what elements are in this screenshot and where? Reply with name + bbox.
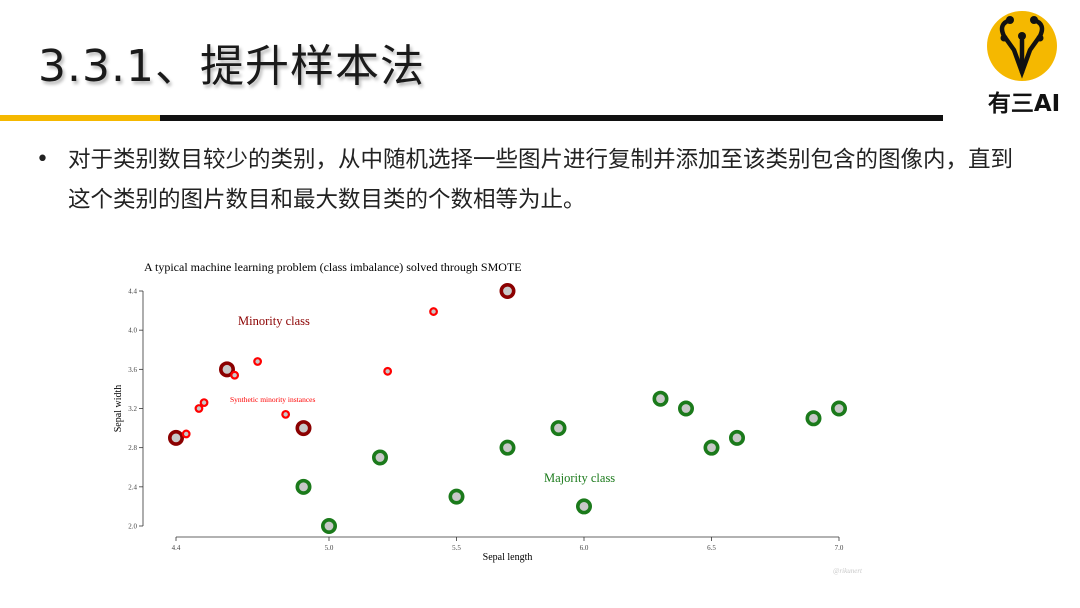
minority-point: [499, 282, 516, 299]
majority-point: [652, 390, 669, 407]
majority-point: [830, 400, 847, 417]
y-axis-label: Sepal width: [113, 385, 124, 433]
x-tick-label: 6.5: [707, 544, 716, 552]
y-tick-label: 2.4: [128, 483, 137, 491]
x-ticks: 4.4 5.0 5.5 6.0 6.5 7.0: [172, 537, 844, 552]
watermark: @rikunert: [833, 567, 863, 575]
minority-point: [295, 420, 312, 437]
synthetic-point: [253, 357, 263, 366]
majority-point: [677, 400, 694, 417]
majority-point: [499, 439, 516, 456]
minority-point: [219, 361, 236, 378]
y-tick-label: 3.2: [128, 405, 137, 413]
y-tick-label: 4.4: [128, 288, 137, 296]
majority-point: [321, 517, 338, 534]
title-rule-accent: [0, 115, 160, 121]
x-tick-label: 5.0: [325, 544, 334, 552]
synthetic-point: [281, 409, 291, 419]
title-rule: [160, 115, 943, 121]
scatter-chart: A typical machine learning problem (clas…: [100, 250, 890, 580]
annotation-minority-class: Minority class: [238, 314, 310, 328]
slide-title: 3.3.1、提升样本法: [38, 41, 425, 92]
majority-point: [550, 420, 567, 437]
synthetic-point: [429, 307, 438, 316]
x-tick-label: 4.4: [172, 544, 181, 552]
bullet-dot: •: [36, 147, 49, 172]
synthetic-point: [194, 404, 204, 413]
bullet-text: 对于类别数目较少的类别，从中随机选择一些图片进行复制并添加至该类别包含的图像内，…: [68, 147, 1014, 213]
x-tick-label: 6.0: [580, 544, 589, 552]
data-points: [168, 282, 847, 534]
y-ticks: 2.0 2.4 2.8 3.2 3.6 4.0 4.4: [128, 288, 143, 531]
majority-point: [728, 429, 745, 446]
y-tick-label: 3.6: [128, 366, 137, 374]
majority-point: [371, 449, 388, 466]
x-axis-label: Sepal length: [483, 552, 533, 563]
logo: 有三AI: [974, 6, 1074, 117]
annotation-synthetic-instances: Synthetic minority instances: [230, 395, 315, 404]
x-tick-label: 5.5: [452, 544, 461, 552]
synthetic-point: [181, 429, 191, 439]
annotation-majority-class: Majority class: [544, 471, 615, 485]
chart-svg: A typical machine learning problem (clas…: [113, 260, 863, 575]
majority-point: [575, 498, 592, 515]
synthetic-point: [230, 370, 240, 380]
x-tick-label: 7.0: [835, 544, 844, 552]
logo-icon: [987, 11, 1057, 81]
chart-title: A typical machine learning problem (clas…: [144, 260, 522, 274]
y-tick-label: 4.0: [128, 327, 137, 335]
synthetic-point: [383, 366, 393, 376]
y-tick-label: 2.0: [128, 523, 137, 531]
synthetic-point: [199, 398, 209, 408]
minority-point: [168, 429, 185, 446]
y-tick-label: 2.8: [128, 444, 137, 452]
logo-text: 有三AI: [987, 91, 1061, 117]
majority-point: [703, 439, 720, 456]
majority-point: [448, 488, 465, 505]
majority-point: [295, 478, 312, 495]
majority-point: [805, 410, 822, 427]
